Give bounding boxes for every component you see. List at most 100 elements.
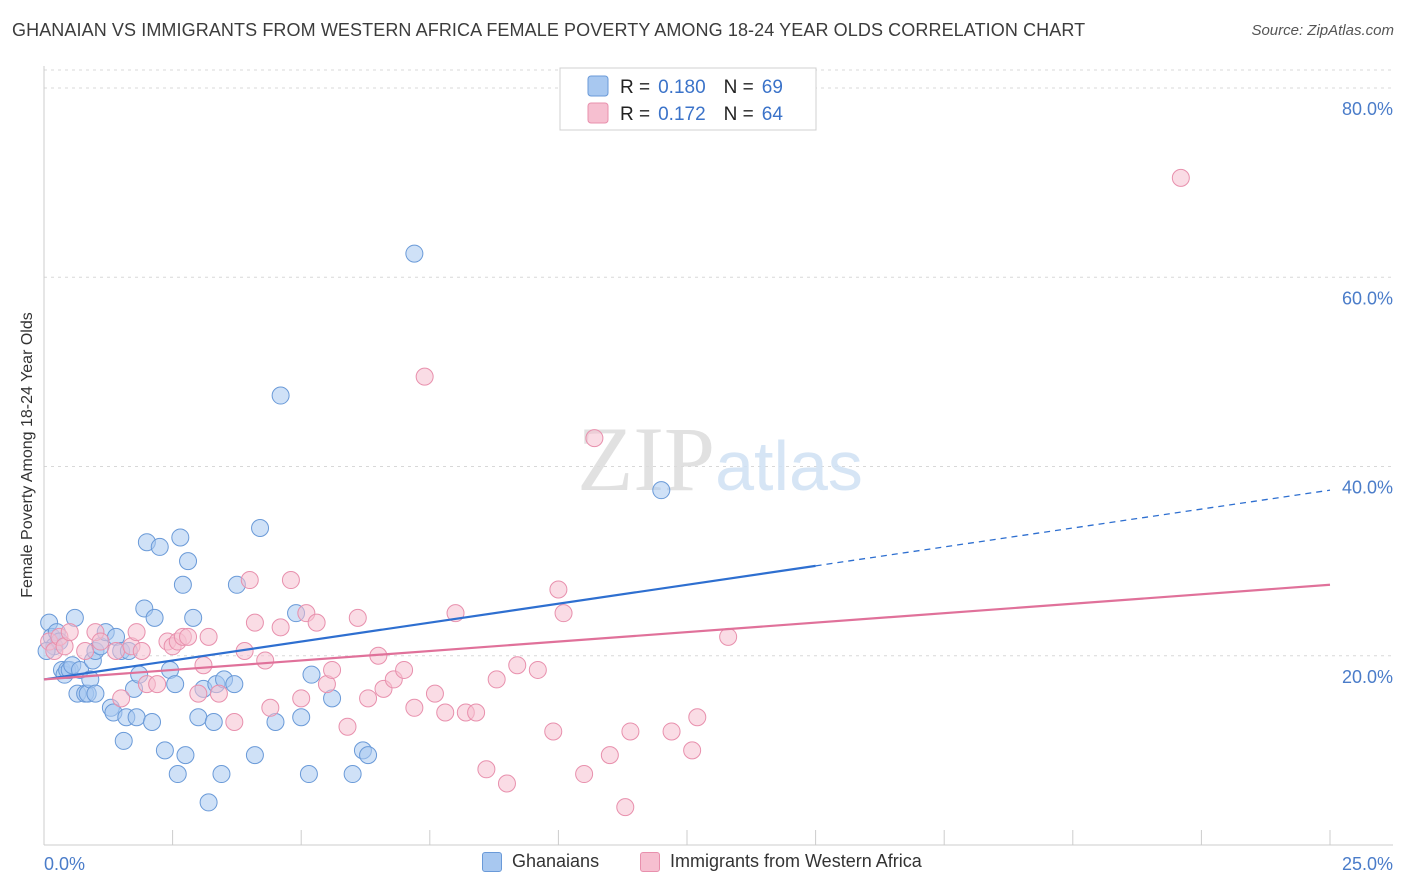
trend-line-immigrants — [43, 583, 1331, 681]
point-immigrants — [240, 571, 259, 590]
point-immigrants — [1171, 168, 1190, 187]
point-immigrants — [271, 618, 290, 637]
point-ghanaians — [86, 684, 105, 703]
legend-n-label: N = — [724, 104, 754, 125]
point-immigrants — [256, 651, 275, 670]
legend-swatch-immigrants — [640, 851, 660, 872]
point-immigrants — [467, 703, 486, 722]
point-immigrants — [616, 798, 635, 817]
point-ghanaians — [166, 675, 185, 694]
point-immigrants — [621, 722, 640, 741]
point-immigrants — [575, 765, 594, 784]
legend-swatch-ghanaians — [587, 75, 609, 97]
trend-line-ghanaians — [43, 564, 816, 681]
point-ghanaians — [143, 712, 162, 731]
point-ghanaians — [168, 765, 187, 784]
point-immigrants — [338, 717, 357, 736]
legend-label-immigrants: Immigrants from Western Africa — [670, 851, 922, 871]
legend-item-ghanaians: Ghanaians — [482, 851, 599, 872]
point-ghanaians — [189, 708, 208, 727]
watermark-zip: ZIP — [577, 408, 715, 510]
watermark-atlas: atlas — [715, 427, 863, 505]
point-ghanaians — [212, 765, 231, 784]
point-ghanaians — [179, 552, 198, 571]
point-immigrants — [112, 689, 131, 708]
point-ghanaians — [155, 741, 174, 760]
legend-item-immigrants: Immigrants from Western Africa — [640, 851, 922, 872]
point-ghanaians — [171, 528, 190, 547]
point-immigrants — [292, 689, 311, 708]
point-ghanaians — [176, 746, 195, 765]
grid-lines — [44, 69, 1393, 657]
point-ghanaians — [225, 675, 244, 694]
x-tick-label-max: 25.0% — [1342, 854, 1393, 874]
point-ghanaians — [199, 793, 218, 812]
legend-n-value: 69 — [762, 77, 783, 98]
point-ghanaians — [405, 244, 424, 263]
chart-title: GHANAIAN VS IMMIGRANTS FROM WESTERN AFRI… — [12, 20, 1086, 40]
y-tick-label: 40.0% — [1342, 478, 1393, 498]
legend-r-value: 0.180 — [658, 77, 706, 98]
point-immigrants — [148, 675, 167, 694]
legend-r-value: 0.172 — [658, 104, 706, 125]
source-credit: Source: ZipAtlas.com — [1251, 22, 1394, 39]
point-ghanaians — [343, 765, 362, 784]
point-immigrants — [415, 367, 434, 386]
point-ghanaians — [245, 746, 264, 765]
point-immigrants — [487, 670, 506, 689]
x-tick-label-min: 0.0% — [44, 854, 85, 874]
legend-r-label: R = — [620, 77, 650, 98]
point-ghanaians — [359, 746, 378, 765]
trend-lines — [43, 489, 1331, 681]
legend-n-value: 64 — [762, 104, 784, 125]
point-immigrants — [132, 642, 151, 661]
point-immigrants — [395, 660, 414, 679]
point-immigrants — [281, 571, 300, 590]
point-immigrants — [544, 722, 563, 741]
point-ghanaians — [271, 386, 290, 405]
point-ghanaians — [652, 481, 671, 500]
point-immigrants — [348, 608, 367, 627]
point-ghanaians — [299, 765, 318, 784]
point-immigrants — [497, 774, 516, 793]
point-immigrants — [688, 708, 707, 727]
point-immigrants — [209, 684, 228, 703]
point-immigrants — [261, 698, 280, 717]
point-immigrants — [528, 660, 547, 679]
point-immigrants — [225, 712, 244, 731]
point-ghanaians — [114, 731, 133, 750]
point-immigrants — [405, 698, 424, 717]
point-immigrants — [179, 627, 198, 646]
point-immigrants — [127, 623, 146, 642]
point-ghanaians — [204, 712, 223, 731]
point-ghanaians — [251, 519, 270, 538]
point-ghanaians — [173, 575, 192, 594]
legend-n-label: N = — [724, 77, 754, 98]
point-immigrants — [585, 429, 604, 448]
y-tick-label: 60.0% — [1342, 288, 1393, 308]
point-immigrants — [91, 632, 110, 651]
point-immigrants — [199, 627, 218, 646]
point-immigrants — [549, 580, 568, 599]
point-immigrants — [600, 746, 619, 765]
point-ghanaians — [145, 608, 164, 627]
series-immigrants — [40, 168, 1190, 817]
point-ghanaians — [184, 608, 203, 627]
point-immigrants — [683, 741, 702, 760]
point-immigrants — [662, 722, 681, 741]
legend-swatch-immigrants — [587, 102, 609, 124]
point-immigrants — [76, 642, 95, 661]
point-immigrants — [719, 627, 738, 646]
point-immigrants — [60, 623, 79, 642]
point-immigrants — [425, 684, 444, 703]
y-tick-label: 20.0% — [1342, 667, 1393, 687]
axes — [43, 66, 1393, 846]
point-ghanaians — [127, 708, 146, 727]
point-immigrants — [554, 604, 573, 623]
legend-label-ghanaians: Ghanaians — [512, 851, 600, 871]
point-immigrants — [107, 642, 126, 661]
trend-projection-ghanaians — [815, 489, 1331, 567]
point-ghanaians — [292, 708, 311, 727]
